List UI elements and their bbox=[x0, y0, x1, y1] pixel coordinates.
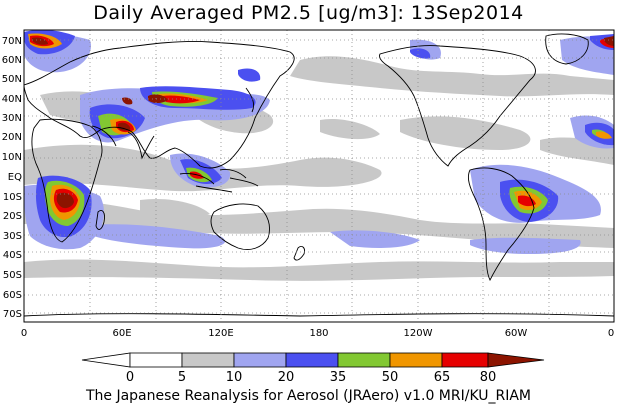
lat-label: 20S bbox=[3, 211, 22, 222]
lon-label: 120E bbox=[208, 328, 233, 339]
lat-label: 50N bbox=[2, 74, 22, 85]
lat-label: 70N bbox=[2, 36, 22, 47]
colorbar-segment bbox=[441, 352, 489, 368]
colorbar-segment bbox=[129, 352, 183, 368]
lat-label: 40N bbox=[2, 94, 22, 105]
lat-label: 50S bbox=[3, 270, 22, 281]
colorbar-segment bbox=[181, 352, 235, 368]
colorbar-label: 35 bbox=[330, 370, 347, 385]
lon-label: 180 bbox=[309, 328, 328, 339]
colorbar-segment bbox=[337, 352, 391, 368]
lon-label: 0 bbox=[21, 328, 27, 339]
colorbar-extend-high bbox=[487, 352, 545, 368]
lat-label: 60N bbox=[2, 55, 22, 66]
lat-label: 30S bbox=[3, 231, 22, 242]
lon-label: 0 bbox=[608, 328, 614, 339]
map-frame bbox=[23, 29, 615, 323]
lat-label: 70S bbox=[3, 309, 22, 320]
lat-label: 60S bbox=[3, 290, 22, 301]
lon-label: 60W bbox=[505, 328, 528, 339]
colorbar-labels: 0 5 10 20 35 50 65 80 bbox=[126, 370, 496, 385]
lat-label: 40S bbox=[3, 250, 22, 261]
lat-label: 30N bbox=[2, 113, 22, 124]
colorbar-label: 0 bbox=[126, 370, 134, 385]
colorbar-label: 10 bbox=[226, 370, 243, 385]
colorbar-label: 20 bbox=[278, 370, 295, 385]
colorbar-label: 5 bbox=[178, 370, 186, 385]
colorbar-label: 80 bbox=[480, 370, 497, 385]
latitude-labels: 70N 60N 50N 40N 30N 20N 10N EQ 10S 20S 3… bbox=[2, 36, 22, 320]
lat-label: EQ bbox=[8, 172, 22, 183]
coastlines bbox=[24, 33, 614, 317]
source-credit: The Japanese Reanalysis for Aerosol (JRA… bbox=[85, 388, 532, 404]
lat-label: 10N bbox=[2, 152, 22, 163]
lat-label: 20N bbox=[2, 132, 22, 143]
lon-label: 60E bbox=[112, 328, 131, 339]
longitude-labels: 0 60E 120E 180 120W 60W 0 bbox=[21, 328, 614, 339]
colorbar-segment bbox=[233, 352, 287, 368]
lat-label: 10S bbox=[3, 192, 22, 203]
colorbar-segment bbox=[389, 352, 443, 368]
pm25-field bbox=[24, 30, 614, 281]
colorbar-label: 50 bbox=[382, 370, 399, 385]
lon-label: 120W bbox=[404, 328, 433, 339]
colorbar-segment bbox=[285, 352, 339, 368]
map-grid bbox=[24, 30, 614, 322]
colorbar-label: 65 bbox=[434, 370, 451, 385]
colorbar-extend-low bbox=[81, 352, 131, 368]
colorbar: 0 5 10 20 35 50 65 80 bbox=[81, 352, 545, 385]
map-title: Daily Averaged PM2.5 [ug/m3]: 13Sep2014 bbox=[93, 2, 524, 24]
